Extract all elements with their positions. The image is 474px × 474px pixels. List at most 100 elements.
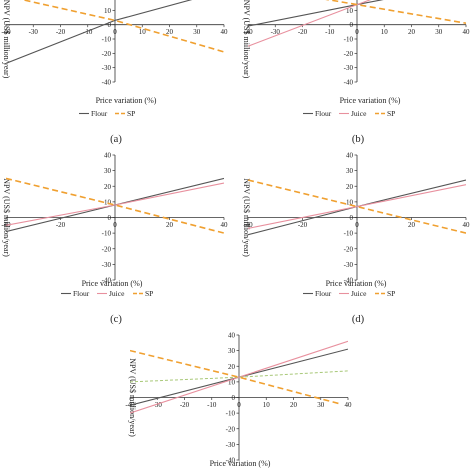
x-axis-title: Price variation (%) xyxy=(82,279,143,288)
y-tick-label: -40 xyxy=(102,277,112,285)
y-tick-label: 30 xyxy=(104,167,112,175)
y-axis-title: NPV (US$ million/year) xyxy=(2,178,11,257)
x-tick-label: 30 xyxy=(435,28,443,36)
x-tick-label: -10 xyxy=(83,28,93,36)
y-tick-label: 20 xyxy=(228,363,236,371)
x-tick-label: 20 xyxy=(290,401,298,409)
y-tick-label: 40 xyxy=(104,152,112,160)
y-tick-label: -20 xyxy=(102,245,112,253)
panel-label: (d) xyxy=(352,314,365,325)
x-tick-label: 0 xyxy=(237,401,241,409)
y-tick-label: -10 xyxy=(102,230,112,238)
y-tick-label: 0 xyxy=(232,394,236,402)
y-tick-label: 20 xyxy=(104,183,112,191)
y-tick-label: 10 xyxy=(346,7,354,15)
y-tick-label: -20 xyxy=(344,245,354,253)
x-tick-label: 40 xyxy=(345,401,353,409)
chart-panel-2: -40 -30 -20 -10 0 10 20 30 40-40-30-20-10010Pric… xyxy=(242,0,470,145)
y-tick-label: 20 xyxy=(346,183,354,191)
legend-label: Flour xyxy=(315,289,332,298)
x-tick-label: -30 xyxy=(29,28,39,36)
x-tick-label: 0 xyxy=(355,221,359,229)
y-tick-label: -40 xyxy=(102,79,112,87)
series-line-juice xyxy=(248,0,372,47)
chart-panel-5: -40 -30 -20 -10 0 10 20 30 40-40-30-20-100102030… xyxy=(125,332,352,469)
x-tick-label: -20 xyxy=(56,221,66,229)
panel-label: (b) xyxy=(352,134,365,145)
legend-label: Juice xyxy=(351,289,367,298)
y-tick-label: 10 xyxy=(228,378,236,386)
legend-label: Juice xyxy=(109,289,125,298)
x-axis-title: Price variation (%) xyxy=(326,279,387,288)
x-tick-label: -40 xyxy=(243,221,253,229)
x-tick-label: 20 xyxy=(408,221,416,229)
panel-label: (c) xyxy=(110,314,122,325)
y-tick-label: -30 xyxy=(102,64,112,72)
x-tick-label: 0 xyxy=(113,221,117,229)
y-tick-label: -40 xyxy=(344,277,354,285)
y-axis-title: NPV (US$ million/year) xyxy=(242,178,251,257)
x-tick-label: 40 xyxy=(221,28,229,36)
y-tick-label: 10 xyxy=(104,7,112,15)
y-tick-label: -30 xyxy=(344,64,354,72)
series-line-juice xyxy=(6,182,224,226)
y-tick-label: 30 xyxy=(346,167,354,175)
y-tick-label: -30 xyxy=(226,441,236,449)
y-tick-label: -20 xyxy=(226,425,236,433)
y-tick-label: -10 xyxy=(226,410,236,418)
x-tick-label: 10 xyxy=(139,28,147,36)
y-tick-label: -30 xyxy=(344,261,354,269)
legend-label: SP xyxy=(127,109,135,118)
x-tick-label: -10 xyxy=(207,401,217,409)
legend-label: Flour xyxy=(91,109,108,118)
y-tick-label: 10 xyxy=(346,198,354,206)
x-tick-label: -20 xyxy=(298,221,308,229)
legend-label: SP xyxy=(387,289,395,298)
series-line-unnamed xyxy=(130,340,348,414)
x-tick-label: -40 xyxy=(243,28,253,36)
y-tick-label: -40 xyxy=(226,457,236,465)
y-tick-label: 0 xyxy=(350,21,354,29)
y-tick-label: 40 xyxy=(346,152,354,160)
x-tick-label: 30 xyxy=(317,401,325,409)
series-line-sp xyxy=(325,0,466,24)
series-line-flour xyxy=(248,0,384,27)
series-line-juice xyxy=(248,184,466,229)
x-tick-label: 10 xyxy=(263,401,271,409)
y-tick-label: -10 xyxy=(344,230,354,238)
y-axis-title: NPV (US$ million/year) xyxy=(242,0,251,79)
x-tick-label: -20 xyxy=(180,401,190,409)
x-tick-label: -30 xyxy=(153,401,163,409)
y-tick-label: 40 xyxy=(228,332,236,340)
y-tick-label: -20 xyxy=(344,50,354,58)
legend-label: Flour xyxy=(73,289,90,298)
y-axis-title: NPV (US$ million/year) xyxy=(2,0,11,79)
y-tick-label: 10 xyxy=(104,198,112,206)
y-tick-label: -10 xyxy=(344,36,354,44)
y-tick-label: 30 xyxy=(228,347,236,355)
series-line-unnamed xyxy=(130,370,348,383)
y-tick-label: -30 xyxy=(102,261,112,269)
x-tick-label: 40 xyxy=(463,28,471,36)
series-line-unnamed xyxy=(130,349,341,405)
y-tick-label: 0 xyxy=(350,214,354,222)
x-tick-label: 10 xyxy=(381,28,389,36)
x-axis-title: Price variation (%) xyxy=(210,459,271,468)
legend-label: SP xyxy=(387,109,395,118)
x-axis-title: Price variation (%) xyxy=(96,96,157,105)
x-tick-label: -30 xyxy=(271,28,281,36)
x-tick-label: 40 xyxy=(463,221,471,229)
y-tick-label: -40 xyxy=(344,79,354,87)
y-tick-label: -20 xyxy=(102,50,112,58)
x-tick-label: 0 xyxy=(113,28,117,36)
x-tick-label: -20 xyxy=(298,28,308,36)
legend-label: Juice xyxy=(351,109,367,118)
y-axis-title: NPV (US$ million/year) xyxy=(128,358,137,437)
panel-label: (a) xyxy=(110,134,122,145)
x-tick-label: -20 xyxy=(56,28,66,36)
x-tick-label: 0 xyxy=(355,28,359,36)
x-tick-label: -10 xyxy=(325,28,335,36)
